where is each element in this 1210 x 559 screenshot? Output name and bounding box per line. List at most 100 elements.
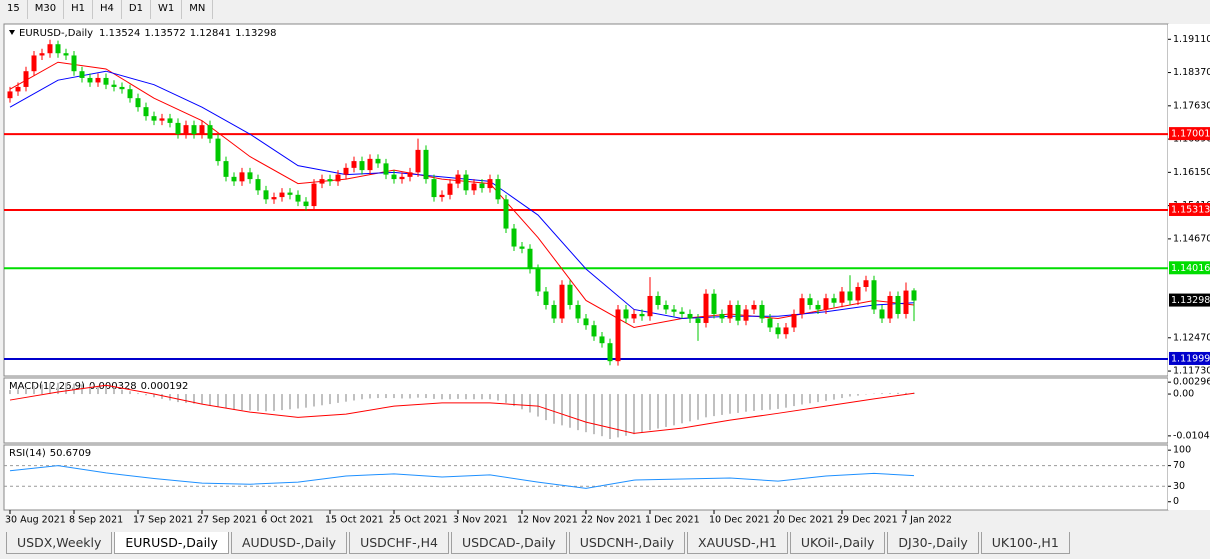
candle-body [511, 228, 517, 247]
y-tick-label: 1.14670 [1173, 233, 1210, 244]
macd-bar [881, 393, 883, 395]
candle-body [23, 71, 29, 87]
macd-bar [113, 388, 115, 395]
candle-body [567, 284, 573, 305]
y-tick-label: 100 [1173, 445, 1191, 456]
candle-body [127, 89, 133, 99]
level-label-box [1169, 127, 1210, 141]
candle-body [87, 77, 93, 83]
y-tick-label: 1.18370 [1173, 67, 1210, 78]
macd-bar [273, 394, 275, 411]
rsi-value: 50.6709 [50, 448, 91, 459]
chart-tab[interactable]: EURUSD-,Daily [114, 532, 229, 554]
candle-body [671, 309, 677, 312]
timeframe-button[interactable]: 15 [0, 0, 28, 19]
macd-bar [601, 394, 603, 437]
candle-body [95, 77, 101, 83]
macd-bar [825, 394, 827, 401]
signal-value: 0.000192 [141, 381, 189, 392]
candle-body [391, 174, 397, 180]
chart-tab[interactable]: DJ30-,Daily [887, 532, 979, 554]
macd-bar [641, 394, 643, 433]
candle-body [31, 55, 37, 72]
macd-bar [457, 394, 459, 399]
timeframe-button[interactable]: M30 [28, 0, 65, 19]
close-value: 1.13298 [235, 28, 276, 39]
macd-bar [777, 394, 779, 409]
candle-body [711, 293, 717, 314]
candle-body [679, 311, 685, 314]
y-tick-label: 1.12470 [1173, 332, 1210, 343]
macd-bar [25, 387, 27, 395]
rsi-line [9, 465, 915, 489]
x-tick-label: 25 Oct 2021 [389, 515, 448, 526]
macd-bar [41, 384, 43, 395]
timeframe-toolbar: 15 M30 H1 H4 D1 W1 MN [0, 0, 214, 19]
x-tick-label: 12 Nov 2021 [517, 515, 578, 526]
chart-tab[interactable]: USDCAD-,Daily [450, 532, 567, 554]
macd-bar [801, 394, 803, 405]
macd-bar [561, 394, 563, 426]
macd-bar [841, 394, 843, 399]
y-tick-label: 0.00 [1173, 389, 1194, 400]
timeframe-button[interactable]: H1 [64, 0, 93, 19]
macd-bar [233, 394, 235, 410]
candle-body [399, 176, 405, 180]
candle-body [359, 161, 365, 171]
candle-body [311, 183, 317, 207]
candle-body [287, 192, 293, 195]
timeframe-button[interactable]: MN [182, 0, 214, 19]
chart-tab[interactable]: UKOil-,Daily [789, 532, 886, 554]
high-value: 1.13572 [144, 28, 185, 39]
candle-body [911, 290, 917, 301]
candle-body [479, 183, 485, 189]
y-tick-label: -0.010422 [1173, 430, 1210, 441]
candle-body [703, 293, 709, 323]
macd-bar [489, 394, 491, 400]
macd-bar [745, 394, 747, 412]
macd-bar [505, 394, 507, 403]
macd-bar [209, 394, 211, 406]
collapse-arrow[interactable] [9, 30, 15, 35]
candle-body [607, 343, 613, 362]
macd-bar [897, 392, 899, 395]
candle-body [7, 91, 13, 99]
chart-tab[interactable]: USDCHF-,H4 [349, 532, 449, 554]
candle-body [495, 179, 501, 200]
chart-tab[interactable]: USDX,Weekly [6, 532, 113, 554]
candle-body [383, 163, 389, 175]
macd-bar [569, 394, 571, 428]
x-tick-label: 6 Oct 2021 [261, 515, 314, 526]
chart-tab[interactable]: USDCNH-,Daily [568, 532, 686, 554]
candle-body [167, 118, 173, 123]
timeframe-button[interactable]: H4 [93, 0, 122, 19]
x-tick-label: 3 Nov 2021 [453, 515, 508, 526]
candle-body [79, 71, 85, 78]
candle-body [583, 318, 589, 326]
candle-body [279, 192, 285, 198]
timeframe-button[interactable]: W1 [151, 0, 183, 19]
candle-body [791, 313, 797, 328]
candle-body [575, 304, 581, 319]
x-tick-label: 8 Sep 2021 [69, 515, 123, 526]
chart-tab[interactable]: AUDUSD-,Daily [230, 532, 348, 554]
candle-body [503, 199, 509, 229]
macd-bar [697, 394, 699, 420]
level-label: 1.17001 [1171, 129, 1210, 140]
macd-bar [497, 394, 499, 401]
chart-tab[interactable]: UK100-,H1 [980, 532, 1070, 554]
macd-bar [545, 394, 547, 421]
candle-body [175, 122, 181, 135]
candle-body [55, 44, 61, 54]
y-tick-label: 30 [1173, 481, 1185, 492]
macd-bar [769, 394, 771, 410]
macd-bar [761, 394, 763, 411]
timeframe-button[interactable]: D1 [122, 0, 151, 19]
macd-bar [753, 394, 755, 411]
candle-body [807, 298, 813, 305]
candle-body [455, 174, 461, 184]
chart-tab[interactable]: XAUUSD-,H1 [687, 532, 788, 554]
open-value: 1.13524 [99, 28, 140, 39]
candle-body [143, 107, 149, 117]
